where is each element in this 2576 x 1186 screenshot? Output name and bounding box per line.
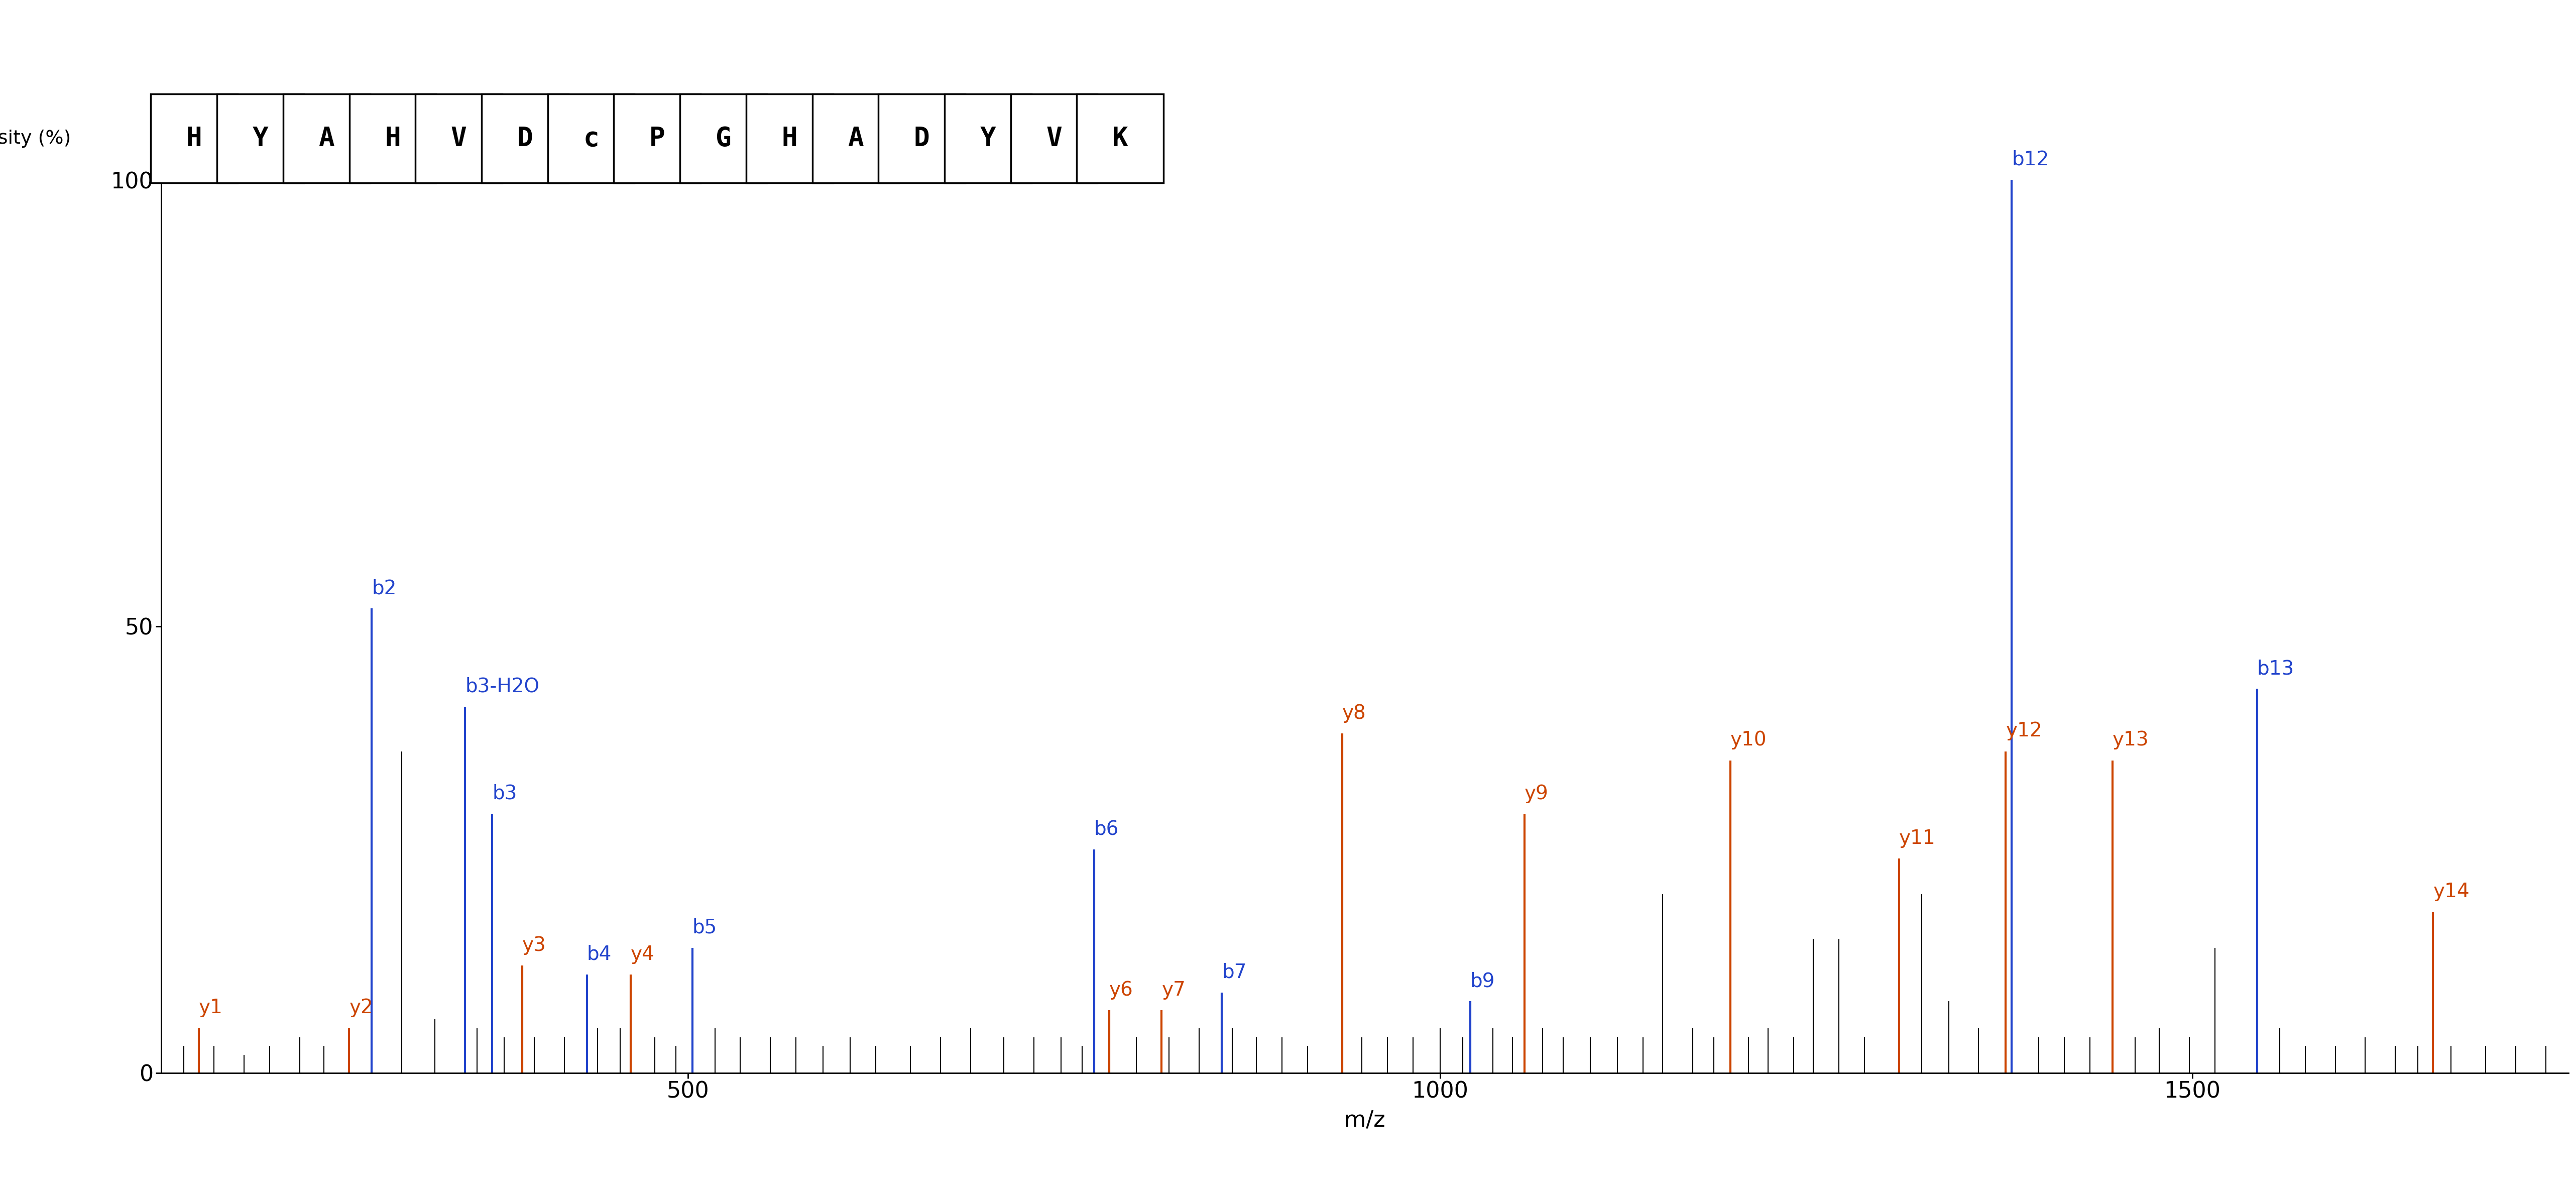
Text: y3: y3: [523, 936, 546, 955]
Text: c: c: [582, 126, 600, 152]
Text: A: A: [848, 126, 863, 152]
Text: V: V: [451, 126, 466, 152]
Text: b4: b4: [587, 945, 611, 964]
Text: y12: y12: [2007, 721, 2043, 741]
Text: P: P: [649, 126, 665, 152]
Text: y13: y13: [2112, 731, 2148, 750]
Text: y6: y6: [1110, 981, 1133, 1000]
Text: V: V: [1046, 126, 1061, 152]
Text: b9: b9: [1471, 971, 1494, 990]
Text: D: D: [914, 126, 930, 152]
Text: y2: y2: [350, 999, 374, 1018]
Text: D: D: [518, 126, 533, 152]
Text: b7: b7: [1221, 963, 1247, 982]
Text: Y: Y: [252, 126, 268, 152]
Text: y1: y1: [198, 999, 222, 1018]
Text: H: H: [781, 126, 799, 152]
Text: b5: b5: [693, 918, 716, 937]
Text: b6: b6: [1095, 820, 1118, 839]
Text: H: H: [185, 126, 201, 152]
Text: y14: y14: [2434, 882, 2470, 901]
X-axis label: m/z: m/z: [1345, 1109, 1386, 1131]
Text: b3: b3: [492, 784, 518, 803]
Text: Intensity (%): Intensity (%): [0, 129, 72, 147]
Text: Y: Y: [979, 126, 997, 152]
Text: G: G: [716, 126, 732, 152]
Text: b12: b12: [2012, 151, 2048, 170]
Text: A: A: [319, 126, 335, 152]
Text: b13: b13: [2257, 659, 2295, 678]
Text: H: H: [384, 126, 402, 152]
Text: y8: y8: [1342, 703, 1365, 722]
Text: b2: b2: [371, 579, 397, 598]
Text: b3-H2O: b3-H2O: [466, 677, 538, 696]
Text: K: K: [1113, 126, 1128, 152]
Text: y10: y10: [1731, 731, 1767, 750]
Text: y4: y4: [631, 945, 654, 964]
Text: y7: y7: [1162, 981, 1185, 1000]
Text: y9: y9: [1525, 784, 1548, 803]
Text: y11: y11: [1899, 829, 1935, 848]
